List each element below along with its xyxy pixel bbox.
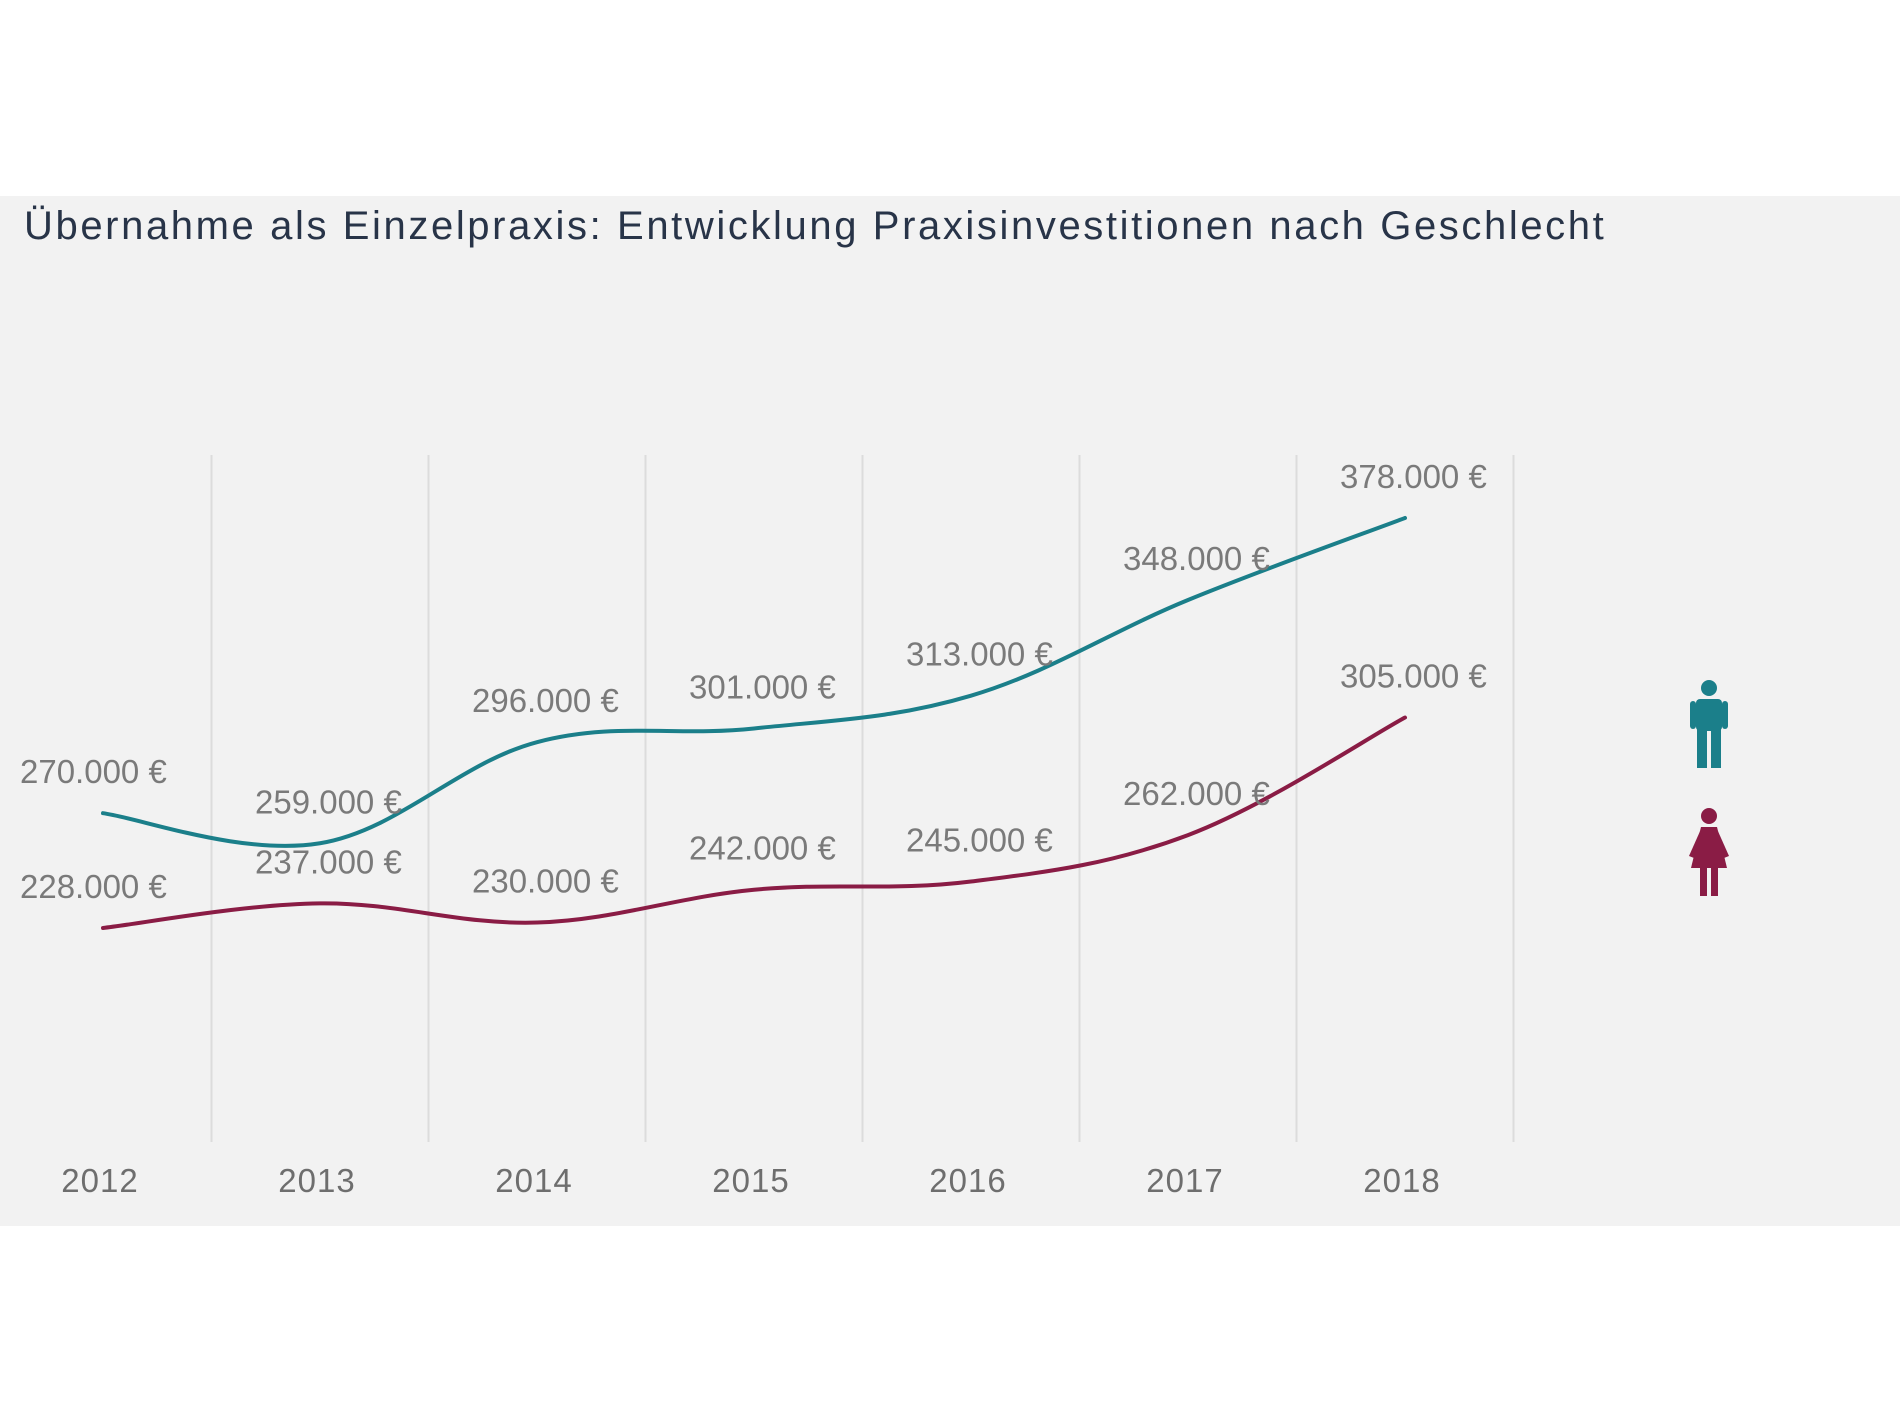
data-labels: 270.000 € 259.000 € 296.000 € 301.000 € 313.… <box>20 458 1487 905</box>
data-label: 270.000 € <box>20 753 167 790</box>
data-label: 301.000 € <box>689 668 836 705</box>
data-label: 262.000 € <box>1123 775 1270 812</box>
x-tick-label: 2018 <box>1363 1162 1440 1199</box>
male-figure-icon <box>1690 680 1728 768</box>
chart-title: Übernahme als Einzelpraxis: Entwicklung … <box>24 204 1607 248</box>
data-label: 242.000 € <box>689 830 836 867</box>
data-label: 296.000 € <box>472 682 619 719</box>
x-tick-label: 2013 <box>278 1162 355 1199</box>
series-lines <box>101 516 1407 930</box>
x-tick-label: 2015 <box>712 1162 789 1199</box>
x-tick-label: 2016 <box>929 1162 1006 1199</box>
data-label: 245.000 € <box>906 822 1053 859</box>
data-label: 313.000 € <box>906 636 1053 673</box>
female-figure-icon <box>1689 808 1729 896</box>
data-label: 237.000 € <box>255 843 402 880</box>
series-line-male <box>101 516 1407 848</box>
data-label: 305.000 € <box>1340 658 1487 695</box>
x-tick-label: 2017 <box>1146 1162 1223 1199</box>
chart-panel <box>0 196 1900 1226</box>
data-label: 348.000 € <box>1123 540 1270 577</box>
gridlines <box>210 455 1515 1142</box>
data-label: 378.000 € <box>1340 458 1487 495</box>
series-line-female <box>101 715 1407 930</box>
data-label: 228.000 € <box>20 868 167 905</box>
data-label: 259.000 € <box>255 783 402 820</box>
data-label: 230.000 € <box>472 863 619 900</box>
legend <box>1689 680 1729 896</box>
x-tick-label: 2012 <box>61 1162 138 1199</box>
x-tick-label: 2014 <box>495 1162 572 1199</box>
x-axis-labels: 2012 2013 2014 2015 2016 2017 2018 <box>61 1162 1440 1199</box>
